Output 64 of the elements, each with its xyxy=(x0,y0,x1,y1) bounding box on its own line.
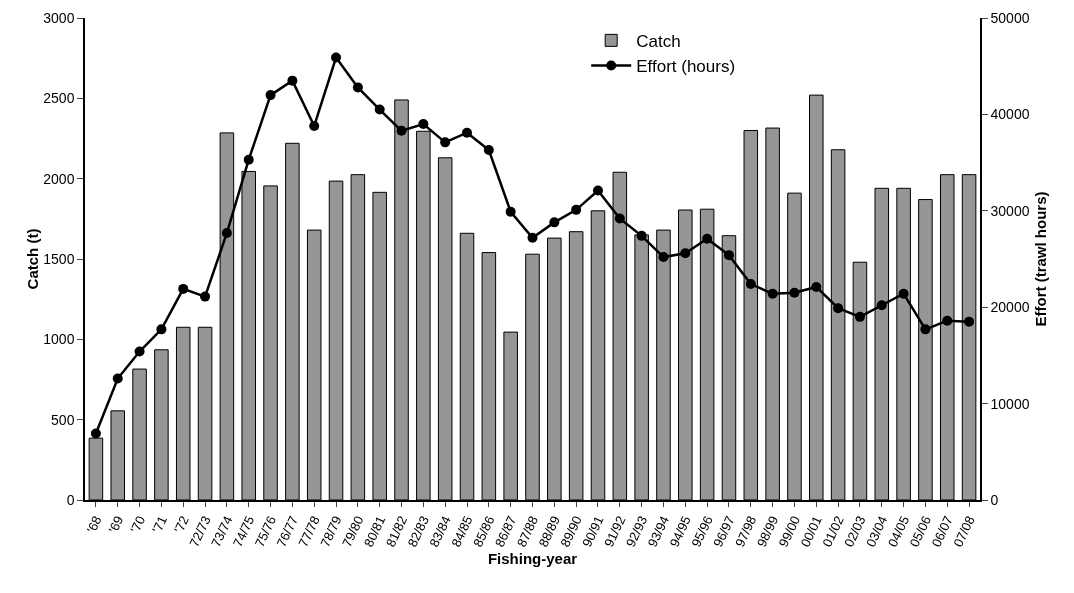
y-tick-label: 1500 xyxy=(43,250,75,267)
y2-tick-label: 40000 xyxy=(990,106,1030,123)
legend-label: Catch xyxy=(636,32,681,51)
point xyxy=(680,248,691,259)
point xyxy=(592,185,603,196)
point xyxy=(440,137,451,148)
point xyxy=(876,300,887,311)
point xyxy=(723,250,734,261)
point xyxy=(898,288,909,299)
point xyxy=(614,213,625,224)
point xyxy=(549,217,560,228)
point xyxy=(964,316,975,327)
x-axis-title: Fishing-year xyxy=(487,549,578,567)
x-tick-label: '68 xyxy=(83,513,105,536)
y-tick-label: 2000 xyxy=(43,170,75,187)
point xyxy=(767,288,778,299)
y-tick-label: 2500 xyxy=(43,90,75,107)
point xyxy=(811,281,822,292)
point xyxy=(156,324,167,335)
point xyxy=(854,311,865,322)
point xyxy=(178,283,189,294)
point xyxy=(331,52,342,63)
point xyxy=(309,120,320,131)
y2-tick-label: 20000 xyxy=(990,299,1030,316)
point xyxy=(243,154,254,165)
y-tick-label: 1000 xyxy=(43,331,75,348)
y-tick-label: 0 xyxy=(66,491,75,508)
point xyxy=(396,125,407,136)
point xyxy=(789,287,800,298)
point xyxy=(920,324,931,335)
point xyxy=(90,428,101,439)
point xyxy=(745,279,756,290)
x-tick-label: '69 xyxy=(105,513,127,536)
x-tick-label: '70 xyxy=(127,513,149,536)
point xyxy=(287,75,298,86)
point xyxy=(571,204,582,215)
point xyxy=(658,252,669,263)
point xyxy=(483,145,494,156)
y2-tick-label: 30000 xyxy=(990,202,1030,219)
point xyxy=(833,303,844,314)
point xyxy=(134,346,145,357)
x-tick-label: '72 xyxy=(171,513,192,536)
y-tick-label: 3000 xyxy=(43,9,75,26)
y2-tick-label: 10000 xyxy=(990,395,1030,412)
point xyxy=(505,206,516,217)
point xyxy=(221,227,232,238)
y2-tick-label: 50000 xyxy=(990,9,1030,26)
point xyxy=(265,90,276,101)
point xyxy=(462,127,473,138)
y2-axis-title: Effort (trawl hours) xyxy=(1031,191,1049,327)
x-tick-label: '71 xyxy=(149,513,171,536)
point xyxy=(200,291,211,302)
y-axis-title: Catch (t) xyxy=(24,228,42,290)
point xyxy=(112,373,123,384)
point xyxy=(374,104,385,115)
point xyxy=(352,82,363,93)
point xyxy=(942,315,953,326)
point xyxy=(636,230,647,241)
point xyxy=(527,232,538,243)
legend-label: Effort (hours) xyxy=(636,57,736,77)
point xyxy=(702,233,713,244)
y2-tick-label: 0 xyxy=(990,491,999,508)
point xyxy=(418,119,429,130)
y-tick-label: 500 xyxy=(51,411,75,428)
